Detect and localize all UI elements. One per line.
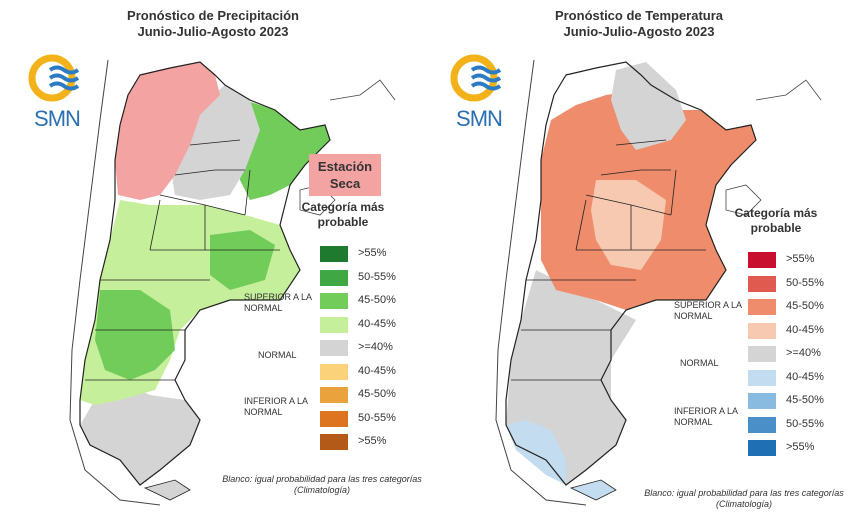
precipitation-legend-swatch [320,316,348,333]
map-tierra-del-fuego [143,479,191,501]
temperature-title-line1: Pronóstico de Temperatura [554,8,724,23]
temperature-legend-swatch [748,393,776,409]
precipitation-panel: Pronóstico de Precipitación Junio-Julio-… [0,8,426,506]
precipitation-legend-swatch [320,410,348,427]
precipitation-group-inferior: INFERIOR A LA NORMAL [244,396,308,417]
smn-logo: SMN [22,52,92,132]
precipitation-legend-label: 40-45% [358,364,396,377]
temperature-legend-title: Categoría más probable [734,206,818,235]
precipitation-legend-swatch [320,340,348,356]
precipitation-legend-swatch [320,363,348,380]
precipitation-group-superior: SUPERIOR A LA NORMAL [244,292,312,313]
precipitation-title-line1: Pronóstico de Precipitación [127,8,299,23]
precipitation-legend-swatch [320,246,348,262]
precipitation-legend-label: >55% [358,435,387,447]
temperature-group-superior: SUPERIOR A LA NORMAL [674,300,742,321]
precipitation-group-normal: NORMAL [258,350,297,360]
temp-region-light-blue [506,420,566,485]
temp-brazil-coast [755,79,822,101]
map-brazil-coast [329,79,396,101]
temperature-legend-swatch [748,299,776,315]
precipitation-legend-label: >=40% [358,341,393,353]
precipitation-legend-swatch [320,293,348,309]
temperature-map [495,59,822,506]
temp-region-light-peach [591,180,666,270]
map-region-medium-green-patagonia [95,290,175,380]
smn-logo-icon-2 [450,54,502,102]
map-region-dry-season [115,62,220,200]
temperature-legend-label: 50-55% [786,276,824,289]
map-region-south-normal [80,380,200,485]
precipitation-legend-label: 40-45% [358,317,396,330]
precipitation-legend-label: 50-55% [358,411,396,424]
temp-tierra-del-fuego [569,479,617,501]
temperature-panel: Pronóstico de Temperatura Junio-Julio-Ag… [426,0,852,525]
temperature-legend-label: 40-45% [786,323,824,336]
temp-chile-coast [495,59,587,506]
precipitation-legend-swatch [320,434,348,450]
precipitation-legend-label: >55% [358,247,387,259]
smn-logo-text-2: SMN [456,106,503,131]
temperature-legend-label: 45-50% [786,300,824,312]
map-region-medium-green-center [210,230,275,290]
temperature-legend-swatch [748,440,776,456]
precipitation-title: Pronóstico de Precipitación Junio-Julio-… [0,8,426,40]
temperature-legend-swatch [748,275,776,292]
smn-logo-2: SMN [444,52,514,132]
temperature-legend-swatch [748,369,776,386]
temperature-legend-label: 50-55% [786,417,824,430]
temperature-title: Pronóstico de Temperatura Junio-Julio-Ag… [426,8,852,40]
precipitation-legend-label: 50-55% [358,270,396,283]
smn-logo-icon [28,54,80,102]
precipitation-legend-swatch [320,269,348,286]
smn-logo-text: SMN [34,106,81,131]
temperature-note: Blanco: igual probabilidad para las tres… [644,488,844,509]
temperature-title-line2: Junio-Julio-Agosto 2023 [563,24,715,39]
precipitation-note: Blanco: igual probabilidad para las tres… [222,474,422,495]
temperature-group-normal: NORMAL [680,358,719,368]
temperature-legend-label: 45-50% [786,394,824,406]
precipitation-map [69,59,396,506]
temp-province-lines [511,139,706,381]
temperature-legend-label: >=40% [786,347,821,359]
precipitation-legend-title: Categoría más probable [301,200,385,229]
temperature-legend-label: >55% [786,441,815,453]
temp-region-grey-north [611,62,686,150]
temperature-legend-swatch [748,416,776,433]
dry-season-callout: Estación Seca [309,154,381,196]
temp-country-outline [505,61,757,486]
temperature-legend-swatch [748,346,776,362]
map-region-medium-green-north [235,100,330,200]
precipitation-legend-label: 45-50% [358,294,396,306]
temperature-legend-swatch [748,252,776,268]
precipitation-legend-swatch [320,387,348,403]
temperature-legend-swatch [748,322,776,339]
map-province-lines [85,139,280,381]
precipitation-title-line2: Junio-Julio-Agosto 2023 [137,24,289,39]
map-chile-coast [69,59,161,506]
temperature-group-inferior: INFERIOR A LA NORMAL [674,406,738,427]
temperature-legend-label: 40-45% [786,370,824,383]
temp-uruguay-outline [725,184,762,216]
temperature-legend-label: >55% [786,253,815,265]
precipitation-legend-label: 45-50% [358,388,396,400]
map-country-outline [79,61,331,486]
